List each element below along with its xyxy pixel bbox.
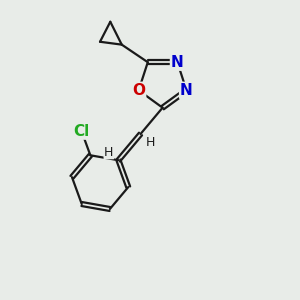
Text: Cl: Cl <box>74 124 90 139</box>
Text: O: O <box>132 83 145 98</box>
Text: N: N <box>180 83 193 98</box>
Text: H: H <box>104 146 113 159</box>
Text: N: N <box>171 55 184 70</box>
Text: H: H <box>146 136 155 148</box>
